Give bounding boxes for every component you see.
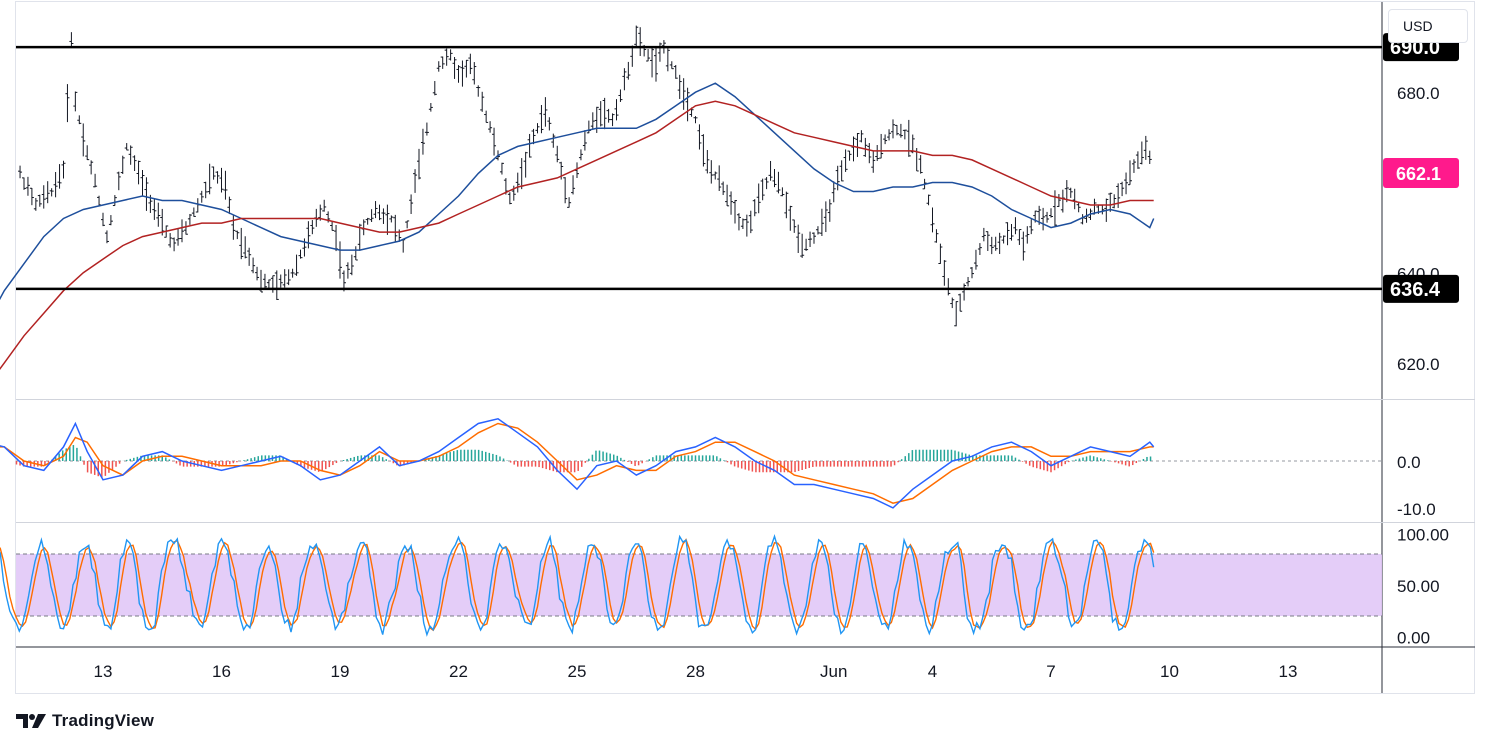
price-axis-tick: 620.0	[1397, 355, 1440, 374]
tradingview-wordmark: TradingView	[52, 711, 155, 730]
tradingview-logo-icon	[16, 714, 46, 728]
time-axis-tick: 7	[1046, 662, 1055, 681]
time-axis-tick: 28	[686, 662, 705, 681]
time-axis-tick: 4	[928, 662, 937, 681]
time-axis-tick: 22	[449, 662, 468, 681]
time-axis-tick: 19	[331, 662, 350, 681]
level-tag-label: 636.4	[1390, 279, 1441, 301]
macd-signal-line	[0, 422, 1154, 504]
stoch-rsi-axis-tick: 100.00	[1397, 525, 1449, 544]
level-tag	[1383, 274, 1459, 303]
last-price-tag	[1383, 157, 1459, 188]
time-axis-tick: 13	[1279, 662, 1298, 681]
time-axis-tick: Jun	[820, 662, 847, 681]
moving-average-blue	[0, 82, 1155, 301]
stoch-rsi-band	[16, 554, 1382, 616]
time-axis-tick: 13	[94, 662, 113, 681]
tradingview-logo[interactable]: TradingView	[16, 709, 154, 733]
macd-axis-tick: -10.0	[1397, 500, 1436, 519]
macd-axis-tick: 0.0	[1397, 453, 1421, 472]
last-price-label: 662.1	[1396, 164, 1441, 184]
stoch-rsi-k-line	[0, 533, 1155, 637]
time-axis-tick: 16	[212, 662, 231, 681]
time-axis-tick: 10	[1160, 662, 1179, 681]
price-axis-tick: 680.0	[1397, 84, 1440, 103]
currency-label[interactable]: USD	[1388, 9, 1468, 43]
time-axis-tick: 25	[568, 662, 587, 681]
macd-line	[0, 417, 1155, 509]
stoch-rsi-axis-tick: 50.00	[1397, 577, 1440, 596]
moving-average-red	[0, 100, 1154, 371]
stoch-rsi-axis-tick: 0.00	[1397, 629, 1430, 648]
